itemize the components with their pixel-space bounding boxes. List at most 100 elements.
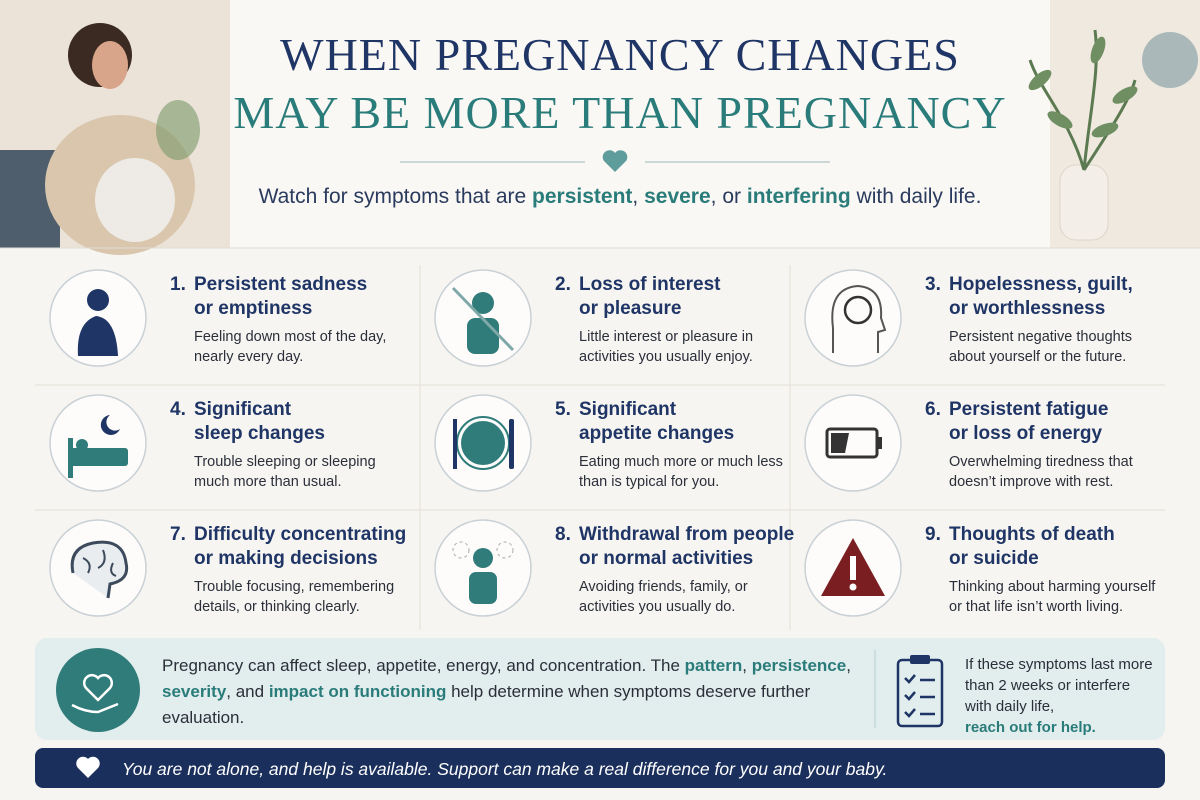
title-line: or worthlessness [949, 298, 1106, 319]
title-line: or making decisions [194, 548, 378, 569]
icon-shape [509, 419, 514, 469]
title-line: appetite changes [579, 423, 735, 444]
description-line: nearly every day. [194, 349, 304, 365]
symptom-title: Persistent sadness or emptiness [194, 273, 367, 321]
icon-shape [849, 583, 857, 591]
title-line: Thoughts of death [949, 524, 1115, 545]
symptom-title: Significant sleep changes [194, 398, 325, 446]
description-line: Trouble sleeping or sleeping [194, 454, 376, 470]
note-part: , and [226, 682, 269, 701]
note-highlight: persistence [751, 656, 847, 675]
art-circle [1142, 32, 1198, 88]
symptom-description: Thinking about harming yourself or that l… [949, 577, 1175, 617]
title-line: or emptiness [194, 298, 313, 319]
symptom-number: 3. [925, 274, 941, 295]
symptom-icon [434, 394, 532, 492]
checklist [904, 674, 935, 718]
title-line: MAY BE MORE THAN PREGNANCY [233, 87, 1007, 138]
symptom-card: 8. Withdrawal from people or normal activi… [555, 523, 805, 617]
description-line: or that life isn’t worth living. [949, 599, 1124, 615]
icon-shape [77, 316, 118, 356]
note-icon [56, 648, 140, 732]
symptom-title: Loss of interest or pleasure [579, 273, 720, 321]
symptom-description: Persistent negative thoughts about yourse… [949, 327, 1175, 367]
title-line: Significant [194, 399, 292, 420]
note-part: , [742, 656, 752, 675]
subtitle-highlight: interfering [746, 185, 851, 208]
icon-shape [831, 284, 887, 353]
description-line: much more than usual. [194, 474, 342, 490]
symptom-title: Withdrawal from people or normal activiti… [579, 523, 794, 571]
heart [602, 150, 628, 172]
footer-text: You are not alone, and help is available… [122, 759, 888, 779]
icon-shape [68, 448, 128, 466]
leaf [1028, 69, 1052, 91]
plant-left [156, 100, 200, 160]
title-line: or normal activities [579, 548, 754, 569]
subtitle-highlight: persistent [532, 185, 633, 208]
symptom-head: 7. Difficulty concentrating or making deci… [170, 523, 420, 571]
description-line: activities you usually do. [579, 599, 736, 615]
symptom-number: 5. [555, 399, 571, 420]
description-line: details, or thinking clearly. [194, 599, 360, 615]
description-line: Thinking about harming yourself [949, 579, 1156, 595]
symptom-head: 3. Hopelessness, guilt, or worthlessness [925, 273, 1175, 321]
symptom-number: 2. [555, 274, 571, 295]
symptom-description: Overwhelming tiredness that doesn’t impro… [949, 452, 1175, 492]
note-part: help determine when symptoms deserve fur… [162, 682, 811, 727]
symptom-icon [434, 269, 532, 367]
symptom-number: 9. [925, 524, 941, 545]
icon-shape [804, 394, 902, 492]
symptom-head: 8. Withdrawal from people or normal activi… [555, 523, 805, 571]
symptom-head: 1. Persistent sadness or emptiness [170, 273, 420, 321]
subtitle-text: , or [710, 185, 747, 208]
face [92, 41, 128, 89]
symptom-title: Significant appetite changes [579, 398, 734, 446]
callout-action: reach out for help. [965, 719, 1096, 736]
leaf [1047, 111, 1073, 129]
note-highlight: impact on functioning [268, 682, 447, 701]
title-line: or pleasure [579, 298, 682, 319]
icon-shape [877, 437, 882, 449]
title-line: Persistent sadness [194, 274, 368, 295]
callout-text: If these symptoms last more than 2 weeks… [965, 656, 1153, 715]
title-line: sleep changes [194, 423, 325, 444]
symptom-head: 5. Significant appetite changes [555, 398, 805, 446]
footer-bar [35, 748, 1165, 788]
symptom-icon [804, 519, 902, 617]
subtitle-highlight: severe [644, 185, 711, 208]
icon-shape [473, 548, 493, 568]
title-line: Difficulty concentrating [194, 524, 407, 545]
symptom-description: Trouble sleeping or sleeping much more th… [194, 452, 420, 492]
symptom-description: Trouble focusing, remembering details, or… [194, 577, 420, 617]
subtitle-text: Watch for symptoms that are [258, 185, 533, 208]
description-line: Feeling down most of the day, [194, 329, 387, 345]
icon-shape [467, 318, 499, 354]
icon-shape [843, 295, 873, 325]
symptom-title: Persistent fatigue or loss of energy [949, 398, 1108, 446]
symptom-description: Little interest or pleasure in activities… [579, 327, 805, 367]
grid-lines [35, 265, 1165, 630]
icon-shape [831, 433, 849, 453]
icon-shape [469, 572, 497, 604]
subtitle-text: with daily life. [850, 185, 982, 208]
symptom-number: 1. [170, 274, 186, 295]
title-line: Hopelessness, guilt, [949, 274, 1133, 295]
icon-shape [82, 549, 117, 577]
callout: If these symptoms last more than 2 weeks… [965, 654, 1155, 738]
description-line: Eating much more or much less [579, 454, 783, 470]
note-highlight: pattern [684, 656, 743, 675]
symptom-icon [804, 269, 902, 367]
description-line: Persistent negative thoughts [949, 329, 1132, 345]
symptom-description: Eating much more or much less than is typ… [579, 452, 805, 492]
icon-shape [804, 269, 902, 367]
symptom-head: 9. Thoughts of death or suicide [925, 523, 1175, 571]
icon-shape [87, 289, 109, 311]
symptom-title: Difficulty concentrating or making decisi… [194, 523, 406, 571]
description-line: Overwhelming tiredness that [949, 454, 1133, 470]
subtitle-text: , [632, 185, 645, 208]
title-line: WHEN PREGNANCY CHANGES [280, 29, 960, 80]
icon-shape [850, 556, 856, 580]
